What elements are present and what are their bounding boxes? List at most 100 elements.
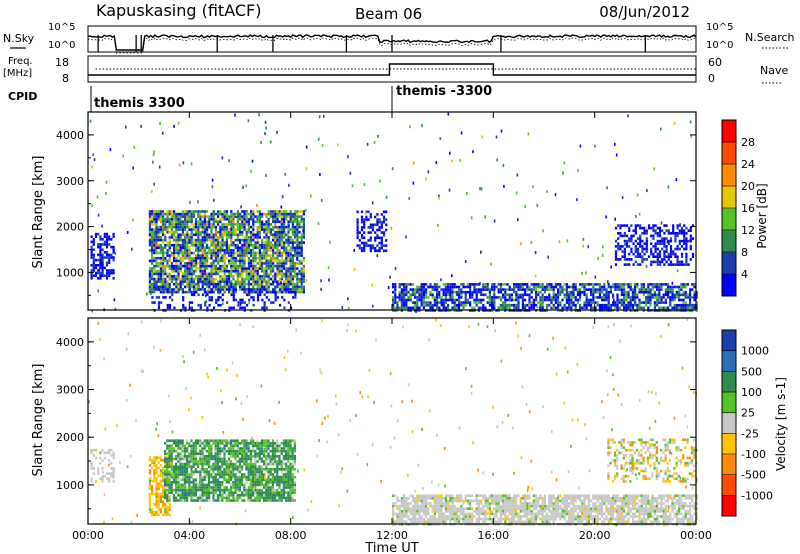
data-cell	[112, 472, 115, 475]
data-cell	[590, 290, 593, 294]
data-cell	[675, 293, 678, 297]
data-cell	[265, 251, 268, 255]
data-cell	[672, 250, 675, 253]
data-cell	[199, 215, 202, 218]
data-cell	[473, 301, 476, 304]
data-cell	[291, 225, 294, 229]
data-speckle	[673, 122, 676, 125]
data-cell	[239, 251, 242, 255]
data-cell	[225, 470, 228, 474]
data-cell	[524, 293, 527, 297]
data-cell	[195, 228, 198, 231]
data-cell	[510, 296, 513, 299]
data-cell	[247, 285, 250, 289]
data-cell	[157, 269, 160, 273]
data-cell	[625, 283, 628, 286]
data-cell	[188, 280, 191, 283]
data-cell	[598, 290, 601, 294]
data-cell	[188, 455, 191, 458]
data-cell	[243, 494, 246, 497]
data-cell	[205, 488, 208, 492]
data-cell	[190, 488, 193, 492]
data-cell	[258, 457, 261, 461]
data-cell	[683, 239, 686, 243]
data-cell	[623, 250, 626, 253]
data-cell	[488, 298, 491, 302]
data-cell	[462, 285, 465, 289]
data-cell	[164, 503, 167, 506]
data-cell	[526, 293, 529, 297]
data-cell	[227, 468, 230, 471]
data-cell	[469, 301, 472, 304]
data-cell	[291, 217, 294, 221]
data-cell	[148, 210, 151, 213]
data-speckle	[412, 181, 415, 185]
data-cell	[504, 288, 507, 291]
data-cell	[232, 442, 235, 445]
data-cell	[210, 444, 213, 448]
data-cell	[212, 468, 215, 471]
data-cell	[394, 290, 397, 294]
data-cell	[689, 226, 692, 230]
data-cell	[572, 285, 575, 289]
data-cell	[181, 225, 184, 229]
data-cell	[153, 288, 156, 291]
data-cell	[614, 226, 618, 230]
data-cell	[97, 245, 100, 249]
data-cell	[585, 283, 588, 286]
data-cell	[204, 303, 207, 307]
data-cell	[548, 288, 551, 291]
data-cell	[356, 228, 359, 232]
beam-title: Beam 06	[355, 5, 422, 23]
data-cell	[208, 238, 211, 242]
data-cell	[221, 288, 224, 291]
data-cell	[234, 298, 238, 302]
data-cell	[105, 271, 109, 275]
data-cell	[552, 296, 555, 299]
data-cell	[221, 238, 224, 242]
data-cell	[385, 218, 388, 221]
data-cell	[265, 256, 268, 260]
data-cell	[148, 220, 151, 224]
data-cell	[546, 298, 549, 302]
data-cell	[422, 296, 425, 299]
data-cell	[219, 499, 222, 502]
data-cell	[466, 298, 469, 302]
data-cell	[162, 277, 165, 281]
data-cell	[645, 239, 648, 243]
data-cell	[188, 288, 191, 291]
data-cell	[92, 448, 95, 452]
data-cell	[164, 238, 167, 242]
data-cell	[203, 491, 206, 494]
data-cell	[186, 470, 189, 474]
data-cell	[159, 275, 162, 278]
data-cell	[103, 243, 106, 246]
data-cell	[208, 303, 211, 307]
data-cell	[682, 301, 685, 304]
data-cell	[261, 280, 264, 283]
data-cell	[234, 223, 237, 226]
data-cell	[521, 288, 524, 291]
data-cell	[159, 230, 162, 234]
data-cell	[581, 285, 584, 289]
data-cell	[228, 230, 231, 234]
data-cell	[243, 220, 246, 224]
data-cell	[521, 301, 524, 304]
data-cell	[230, 212, 233, 216]
data-cell	[653, 293, 656, 297]
data-cell	[221, 462, 224, 466]
data-cell	[394, 296, 397, 299]
data-cell	[369, 223, 372, 227]
data-cell	[99, 253, 102, 257]
data-speckle	[479, 281, 481, 285]
data-cell	[625, 290, 628, 294]
data-cell	[302, 241, 305, 244]
data-cell	[219, 210, 222, 213]
data-cell	[194, 455, 197, 458]
data-cell	[647, 306, 650, 310]
data-cell	[480, 306, 483, 310]
data-cell	[274, 277, 277, 281]
data-cell	[243, 210, 246, 213]
data-cell	[360, 236, 364, 240]
data-cell	[576, 288, 579, 291]
